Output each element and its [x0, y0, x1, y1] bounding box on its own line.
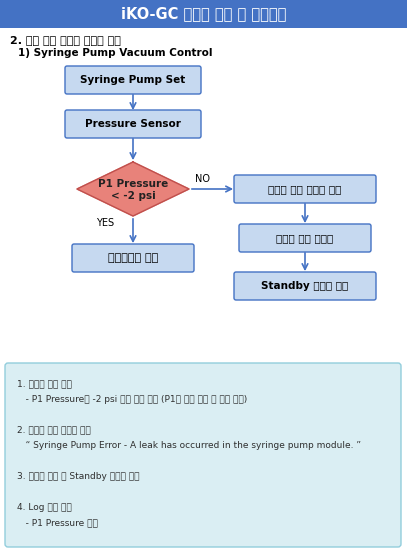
Text: 스케줄대로 동작: 스케줄대로 동작 [108, 253, 158, 263]
Text: iKO-GC 이벤트 알림 및 보호모드: iKO-GC 이벤트 알림 및 보호모드 [121, 7, 286, 22]
Text: Standby 스케줄 실행: Standby 스케줄 실행 [261, 281, 349, 291]
FancyBboxPatch shape [65, 110, 201, 138]
Text: 2. 특수 제어 항목의 서비스 알림: 2. 특수 제어 항목의 서비스 알림 [10, 35, 121, 45]
Text: 2. 서비스 알림 메시지 표시: 2. 서비스 알림 메시지 표시 [17, 425, 91, 434]
Text: “ Syringe Pump Error - A leak has occurred in the syringe pump module. ”: “ Syringe Pump Error - A leak has occurr… [17, 441, 361, 450]
FancyBboxPatch shape [72, 244, 194, 272]
Polygon shape [77, 162, 189, 216]
Text: Syringe Pump Set: Syringe Pump Set [80, 75, 186, 85]
Text: YES: YES [96, 218, 114, 228]
FancyBboxPatch shape [65, 66, 201, 94]
Text: 3. 스케줄 중단 후 Standby 스케줄 실행: 3. 스케줄 중단 후 Standby 스케줄 실행 [17, 472, 140, 481]
FancyBboxPatch shape [234, 272, 376, 300]
Text: 1) Syringe Pump Vacuum Control: 1) Syringe Pump Vacuum Control [18, 48, 212, 58]
Text: < -2 psi: < -2 psi [111, 191, 155, 201]
Text: 4. Log 파일 작성: 4. Log 파일 작성 [17, 503, 72, 512]
Text: - P1 Pressure 표시: - P1 Pressure 표시 [17, 519, 98, 528]
FancyBboxPatch shape [5, 363, 401, 547]
Text: 스케줄 중단 초기화: 스케줄 중단 초기화 [276, 233, 334, 243]
Text: 서비스 알림 메시지 표시: 서비스 알림 메시지 표시 [268, 184, 342, 194]
Text: - P1 Pressure가 -2 psi 보다 높을 경우 (P1은 최대 감압 시 순간 압력): - P1 Pressure가 -2 psi 보다 높을 경우 (P1은 최대 감… [17, 395, 247, 404]
Text: P1 Pressure: P1 Pressure [98, 179, 168, 189]
FancyBboxPatch shape [239, 224, 371, 252]
Text: 1. 서비스 알림 조건: 1. 서비스 알림 조건 [17, 379, 72, 388]
FancyBboxPatch shape [234, 175, 376, 203]
Text: Pressure Sensor: Pressure Sensor [85, 119, 181, 129]
FancyBboxPatch shape [0, 0, 407, 28]
Text: NO: NO [195, 174, 210, 184]
